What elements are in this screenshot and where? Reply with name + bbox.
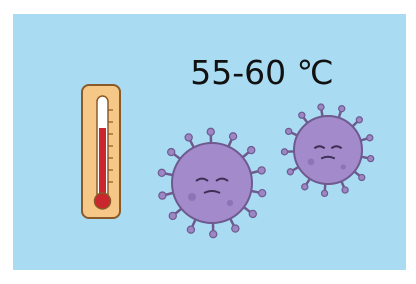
thermometer-bulb xyxy=(95,193,111,209)
virus-spike-tip xyxy=(248,147,255,154)
virus-body xyxy=(172,143,252,223)
virus-spike-tip xyxy=(168,148,175,155)
page: 55-60 ℃ (() => { const data = JSON.parse… xyxy=(0,0,416,284)
virus-spot xyxy=(227,200,233,206)
virus-spike-tip xyxy=(229,133,236,140)
virus-spot xyxy=(341,164,346,169)
virus-spike-tip xyxy=(286,128,292,134)
virus-spike-tip xyxy=(258,167,265,174)
virus-spike-tip xyxy=(367,135,373,141)
virus-spike-tip xyxy=(159,192,166,199)
virus-spike-tip xyxy=(321,190,327,196)
virus-spike-tip xyxy=(368,156,374,162)
virus-spike-tip xyxy=(158,169,165,176)
virus-spike-tip xyxy=(359,174,365,180)
virus-body xyxy=(294,116,362,184)
virus-spike-tip xyxy=(169,212,176,219)
virus-spike-tip xyxy=(339,106,345,112)
thermometer xyxy=(82,85,120,218)
virus-spike-tip xyxy=(232,225,239,232)
virus-spike-tip xyxy=(287,169,293,175)
virus-spike-tip xyxy=(249,210,256,217)
virus-spike-tip xyxy=(259,190,266,197)
temperature-caption: 55-60 ℃ xyxy=(190,53,333,92)
virus-spike-tip xyxy=(185,134,192,141)
virus-spike-tip xyxy=(281,149,287,155)
virus-spot xyxy=(188,193,196,201)
virus-spike-tip xyxy=(302,184,308,190)
virus-spike-tip xyxy=(342,187,348,193)
virus-spike-tip xyxy=(318,104,324,110)
illustration: 55-60 ℃ xyxy=(0,0,416,284)
virus-spike-tip xyxy=(210,231,217,238)
virus-spike-tip xyxy=(299,112,305,118)
virus-spike-tip xyxy=(187,226,194,233)
virus-spike-tip xyxy=(207,128,214,135)
virus-spot xyxy=(308,159,315,166)
thermometer-mercury xyxy=(99,128,106,202)
virus-spike-tip xyxy=(356,117,362,123)
